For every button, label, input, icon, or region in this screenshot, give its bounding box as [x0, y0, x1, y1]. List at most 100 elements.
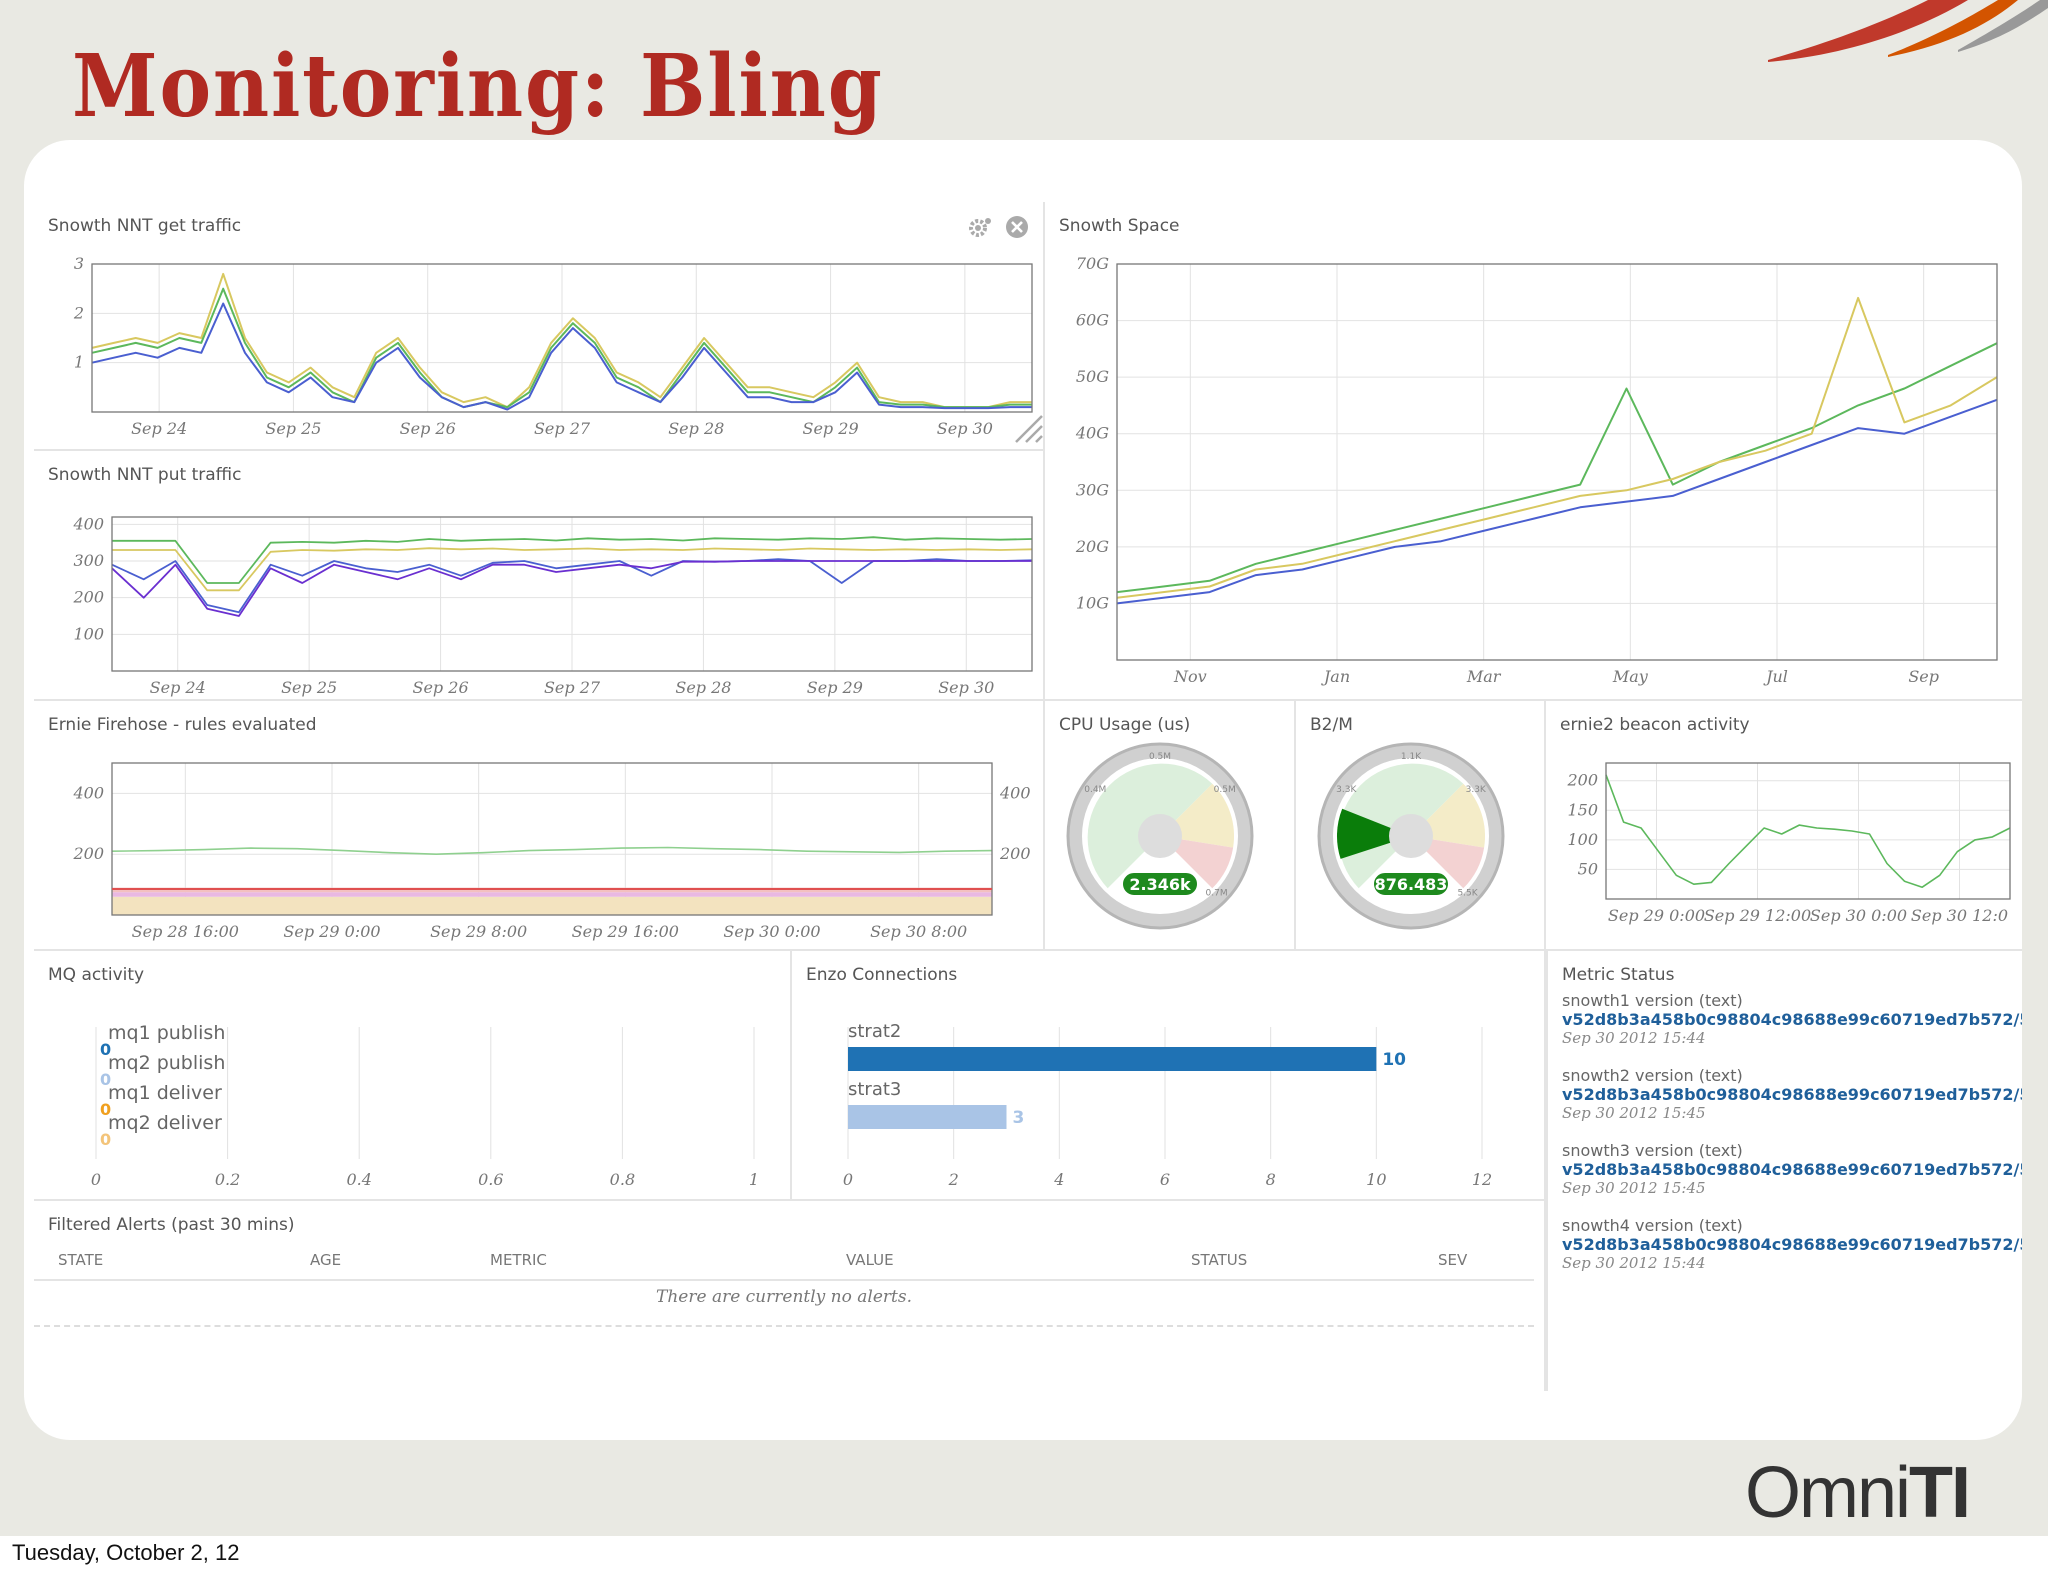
dashboard-card: Snowth NNT get traffic Sep 24 Sep 25 Sep 2… [24, 140, 2022, 1440]
close-icon[interactable] [1004, 214, 1030, 240]
x-tick-label: 4 [1053, 1170, 1064, 1189]
resize-icon[interactable] [1012, 412, 1046, 446]
gauge-tick-label: 3.3K [1336, 785, 1357, 795]
y-tick-label: 100 [73, 624, 104, 643]
metric-timestamp: Sep 30 2012 15:44 [1562, 1254, 1706, 1272]
y-tick-label: 3 [74, 254, 84, 273]
panel-ernie-firehose: Ernie Firehose - rules evaluated Sep 28 … [34, 701, 1045, 951]
alerts-column-header[interactable]: STATUS [1191, 1251, 1248, 1269]
series-line-1 [112, 547, 1033, 592]
x-tick-label: Sep 24 [150, 678, 206, 697]
y-tick-label: 1 [74, 353, 84, 372]
mq-series-label: mq2 deliver [108, 1112, 222, 1134]
metric-status-item: snowth3 version (text) v52d8b3a458b0c9880… [1562, 1141, 2022, 1197]
gauge-tick-label: 0.7M [1206, 889, 1228, 899]
logo-text-omni: Omni [1745, 1453, 1911, 1533]
panel-title: Filtered Alerts (past 30 mins) [48, 1215, 295, 1235]
x-tick-label: Sep 30 [938, 678, 994, 697]
x-tick-label: 0.4 [346, 1170, 371, 1189]
panel-b2m: B2/M 876.483 1.1K 3.3K 3.3K 5.5K [1296, 701, 1546, 951]
alerts-empty-text: There are currently no alerts. [656, 1287, 912, 1307]
panel-beacon-activity: ernie2 beacon activity Sep 29 0:00 Sep 29… [1546, 701, 2022, 951]
x-tick-label: Sep 29 8:00 [430, 922, 527, 941]
y-tick-label: 400 [72, 514, 104, 533]
gauge-zone [1336, 808, 1411, 859]
alerts-table-header: STATE AGE METRIC VALUE STATUS SEV [34, 1241, 1534, 1281]
y-tick-label: 60G [1076, 311, 1109, 330]
metric-value-link[interactable]: v52d8b3a458b0c98804c98688e99c60719ed7b57… [1562, 1010, 2022, 1029]
x-tick-label: Sep 27 [534, 419, 591, 438]
footer-date: Tuesday, October 2, 12 [12, 1540, 240, 1565]
panel-title: Snowth NNT put traffic [48, 465, 242, 485]
gauge-value: 2.346k [1129, 875, 1191, 894]
metric-status-item: snowth2 version (text) v52d8b3a458b0c9880… [1562, 1066, 2022, 1122]
x-tick-label: Sep 29 16:00 [572, 922, 679, 941]
slide: Monitoring: Bling Snowth NNT get traffic… [0, 0, 2048, 1536]
panel-nnt-put-traffic: Snowth NNT put traffic Sep 24 Sep 25 Sep 2… [34, 451, 1045, 701]
cpu-gauge: 2.346k 0.5M 0.4M 0.5M 0.7M [1066, 742, 1254, 930]
x-tick-label: Nov [1173, 667, 1207, 686]
gauge-hub [1389, 814, 1433, 858]
x-tick-label: 6 [1160, 1170, 1170, 1189]
panel-filtered-alerts: Filtered Alerts (past 30 mins) STATE AGE M… [34, 1201, 1546, 1391]
panel-title: B2/M [1310, 715, 1353, 735]
metric-timestamp: Sep 30 2012 15:45 [1562, 1179, 1706, 1197]
nnt-get-chart: Sep 24 Sep 25 Sep 26 Sep 27 Sep 28 Sep 29 Sep … [73, 254, 1033, 438]
x-tick-label: Sep 30 12:0 [1911, 906, 2008, 925]
nnt-put-chart: Sep 24 Sep 25 Sep 26 Sep 27 Sep 28 Sep 29 Sep … [72, 514, 1033, 697]
y-tick-label: 150 [1567, 800, 1598, 819]
x-tick-label: 1 [749, 1170, 759, 1189]
alerts-column-header[interactable]: STATE [58, 1251, 104, 1269]
gear-icon[interactable] [966, 214, 994, 240]
metric-name: snowth4 version (text) [1562, 1216, 1743, 1235]
plot-frame [111, 516, 1033, 672]
x-tick-label: 0.6 [478, 1170, 503, 1189]
y-tick-label: 200 [1566, 771, 1598, 790]
metric-name: snowth2 version (text) [1562, 1066, 1743, 1085]
x-tick-label: Sep 28 [675, 678, 731, 697]
panel-title: CPU Usage (us) [1059, 715, 1191, 735]
b2m-gauge: 876.483 1.1K 3.3K 3.3K 5.5K [1317, 742, 1505, 930]
gauge-tick-label: 0.4M [1084, 785, 1106, 795]
alerts-column-header[interactable]: AGE [310, 1251, 342, 1269]
x-tick-label: 0.2 [215, 1170, 240, 1189]
panel-cpu-usage: CPU Usage (us) 2.346k 0.5M 0.4M 0.5M 0.7M [1045, 701, 1296, 951]
omniti-logo: OmniTI [1745, 1452, 1971, 1534]
alerts-divider [34, 1325, 1534, 1327]
x-tick-label: Sep [1908, 667, 1939, 686]
x-tick-label: Sep 26 [400, 419, 456, 438]
alerts-column-header[interactable]: METRIC [490, 1251, 547, 1269]
x-tick-label: Sep 30 8:00 [870, 922, 967, 941]
y-tick-label: 2 [73, 303, 84, 322]
y-tick-label: 40G [1075, 424, 1109, 443]
plot-frame [1116, 263, 1998, 661]
series-line-0 [111, 846, 993, 855]
metric-value-link[interactable]: v52d8b3a458b0c98804c98688e99c60719ed7b57… [1562, 1235, 2022, 1254]
area-band [112, 892, 992, 897]
snowth-space-chart: Nov Jan Mar May Jul Sep 10G 20G 30G 40G 50G 60G 70G [1075, 254, 1998, 686]
x-tick-label: Jul [1763, 667, 1788, 686]
x-tick-label: 10 [1366, 1170, 1386, 1189]
x-tick-label: Sep 29 [807, 678, 863, 697]
x-tick-label: Sep 29 [803, 419, 859, 438]
panel-title: MQ activity [48, 965, 145, 985]
x-tick-label: 0.8 [610, 1170, 635, 1189]
metric-value-link[interactable]: v52d8b3a458b0c98804c98688e99c60719ed7b57… [1562, 1085, 2022, 1104]
x-tick-label: Sep 28 16:00 [132, 922, 239, 941]
bar-category-label: strat3 [848, 1079, 901, 1100]
mq-series-label: mq1 deliver [108, 1082, 222, 1104]
alerts-column-header[interactable]: VALUE [846, 1251, 894, 1269]
gauge-tick-label: 1.1K [1401, 752, 1422, 762]
x-tick-label: Sep 30 0:00 [723, 922, 820, 941]
mq-series-value: 0 [100, 1070, 111, 1089]
gauge-zone [1160, 836, 1234, 889]
panel-metric-status: Metric Status snowth1 version (text) v52d… [1546, 951, 2022, 1391]
metric-value-link[interactable]: v52d8b3a458b0c98804c98688e99c60719ed7b57… [1562, 1160, 2022, 1179]
x-tick-label: Sep 30 0:00 [1810, 906, 1907, 925]
panel-title: Metric Status [1562, 965, 1675, 985]
alerts-column-header[interactable]: SEV [1438, 1251, 1468, 1269]
series-line-0 [1116, 342, 1998, 594]
y-tick-label: 20G [1075, 537, 1109, 556]
metric-name: snowth1 version (text) [1562, 991, 1743, 1010]
